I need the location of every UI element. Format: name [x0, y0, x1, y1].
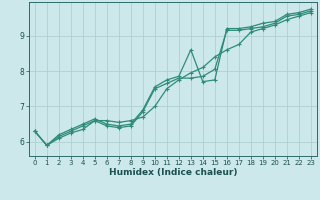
X-axis label: Humidex (Indice chaleur): Humidex (Indice chaleur)	[108, 168, 237, 177]
